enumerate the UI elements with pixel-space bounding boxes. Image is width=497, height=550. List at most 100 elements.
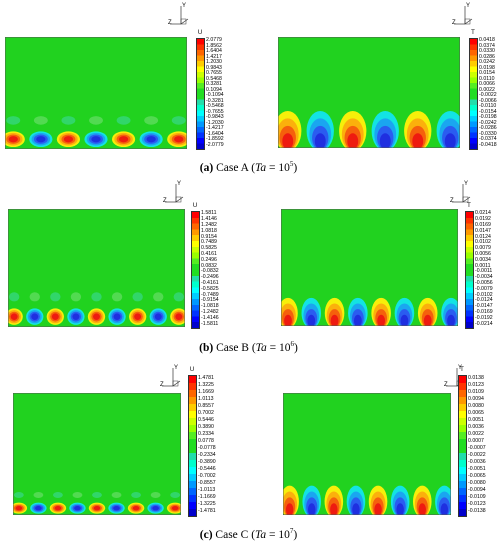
legend-tick-label: -0.9843 [206,114,224,121]
contour-halo [171,116,186,125]
legend-tick-label: -1.8592 [206,136,224,143]
legend-tick-label: -0.0011 [475,268,493,275]
contour-halo [53,491,63,498]
colorbar-legend-t: T 0.0138 0.0123 0.0109 0.0094 0.0080 0.0065 0.0… [456,367,496,517]
legend-tick-label: -0.0080 [468,479,486,486]
contour-plot-u [13,393,181,515]
negative-cell [154,313,162,320]
legend-tick-label: 0.0138 [468,374,484,381]
legend-tick-label: 0.0094 [468,395,484,402]
contour-halo [144,116,159,125]
negative-cell [308,503,316,515]
legend-tick-label: 0.0065 [468,409,484,416]
colorbar-legend-u: U 2.0779 1.8562 1.6404 1.4217 1.2030 0.9843 0.7… [194,30,234,150]
legend-tick-label: 0.8557 [198,402,214,409]
contour-halo [50,292,61,302]
legend-tick-label: -0.0065 [468,472,486,479]
legend-tick-label: -0.0066 [479,97,497,104]
contour-halo [89,116,103,125]
legend-tick-label: 0.0242 [479,59,495,66]
legend-tick-label: -0.9154 [201,297,219,304]
axis-label-y: Y [458,365,463,371]
legend-tick-label: 0.0079 [475,245,491,252]
contour-plot-u [5,37,187,149]
contour-border [5,37,187,149]
legend-title: T [460,367,464,373]
legend-tick-label: 0.7002 [198,409,214,416]
legend-tick-label: -0.0147 [475,303,493,310]
legend-tick-label: 0.7489 [201,239,217,246]
legend-tick-label: -0.0102 [475,291,493,298]
legend-tick-label: -0.5468 [206,103,224,110]
positive-cell [93,505,101,511]
legend-title: U [189,367,195,373]
legend-tick-label: -1.2482 [201,308,219,315]
contour-border [283,393,451,515]
legend-tick-label: 0.5446 [198,416,214,423]
axis-triad-icon: Y Z [450,181,474,207]
contour-border [8,209,185,327]
legend-tick-label: 0.0214 [475,210,491,217]
legend-tick-label: -0.2334 [198,451,216,458]
legend-tick-label: -0.0832 [201,268,219,275]
legend-tick-label: -1.5811 [201,320,219,327]
positive-cell [118,136,129,143]
legend-title: T [467,203,471,209]
positive-cell [347,133,359,148]
negative-cell [146,136,156,143]
colorbar-legend-u: U 1.5811 1.4146 1.2482 1.0818 0.9154 0.7489 0.5… [189,203,229,329]
legend-tick-label: 0.0330 [479,48,495,55]
contour-halo [150,491,161,498]
contour-halo [131,491,141,498]
negative-cell [91,136,101,143]
positive-cell [374,503,382,515]
negative-cell [447,314,455,326]
contour-halo [92,491,102,498]
legend-tick-label: -0.3281 [206,97,224,104]
positive-cell [54,505,62,511]
colorbar-legend-u: U 1.4781 1.3225 1.1669 1.0113 0.8557 0.7002 0.5… [186,367,226,517]
legend-tick-label: -0.0051 [468,465,486,472]
legend-tick-label: -0.0079 [475,285,493,292]
legend-tick-label: -0.3890 [198,458,216,465]
positive-cell [132,505,140,511]
legend-tick-label: 0.0066 [479,81,495,88]
negative-cell [113,313,121,320]
colorbar-legend-t: T 0.0418 0.0374 0.0330 0.0286 0.0242 0.0198 0.0… [467,30,497,150]
legend-tick-label: 0.9843 [206,64,222,71]
legend-tick-label: -0.0056 [475,279,493,286]
positive-cell [330,503,338,515]
legend-tick-label: 0.5468 [206,75,222,82]
legend-tick-label: -0.5825 [201,285,219,292]
legend-tick-label: 1.5811 [201,210,217,217]
colorbar [469,38,478,150]
negative-cell [400,314,409,326]
colorbar-legend-t: T 0.0214 0.0192 0.0169 0.0147 0.0124 0.0102 0.0… [463,203,497,329]
legend-tick-label: -0.7655 [206,108,224,115]
legend-tick-label: 0.0286 [479,53,495,60]
contour-halo [61,116,76,125]
contour-border [281,209,458,326]
legend-tick-label: 0.0154 [479,70,495,77]
positive-cell [284,314,292,326]
legend-tick-label: -0.0022 [479,92,497,99]
legend-tick-label: 0.0022 [468,430,484,437]
contour-halo [91,292,102,302]
positive-cell [330,314,339,326]
legend-tick-label: -0.0242 [479,119,497,126]
legend-tick-label: 0.0198 [479,64,495,71]
positive-cell [418,503,426,515]
legend-tick-label: 1.4146 [201,216,217,223]
negative-cell [352,503,360,515]
positive-cell [15,505,23,511]
legend-tick-label: 0.5825 [201,245,217,252]
contour-background [5,37,187,149]
axis-label-y: Y [466,3,471,9]
legend-tick-label: -0.0374 [479,136,497,143]
legend-title: U [197,30,203,36]
legend-tick-label: 0.3281 [206,81,222,88]
caption-case-b: (b) Case B (Ta = 106) [199,340,298,354]
legend-tick-label: 0.0109 [468,388,484,395]
legend-tick-label: 1.0113 [198,395,214,402]
contour-border [13,393,181,515]
